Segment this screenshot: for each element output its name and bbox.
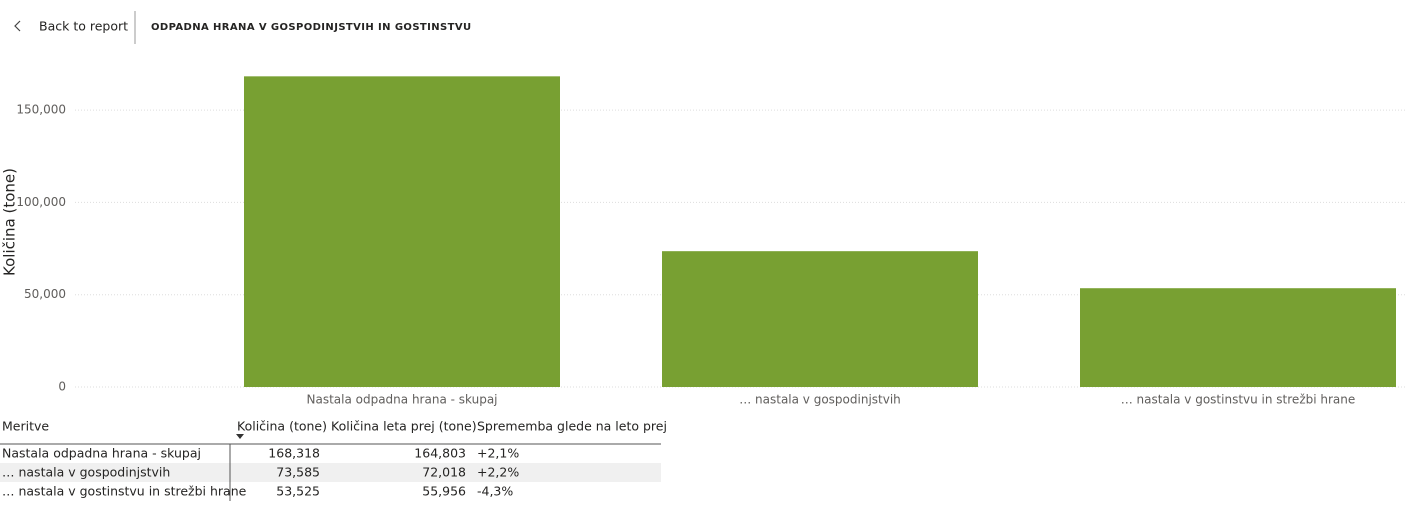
table-cell: Nastala odpadna hrana - skupaj [2, 446, 201, 461]
chart: 0 50,000 100,000 150,000 Nastala odpadna hra… [16, 76, 1405, 407]
y-tick-label: 50,000 [24, 287, 66, 301]
back-icon[interactable] [14, 20, 21, 32]
y-tick-label: 150,000 [16, 103, 66, 117]
column-header: Sprememba glede na leto prej [477, 419, 667, 434]
table-cell: 168,318 [268, 446, 320, 461]
x-tick-label: Nastala odpadna hrana - skupaj [306, 393, 497, 407]
y-axis-label: Količina (tone) [1, 168, 19, 276]
sort-indicator[interactable] [236, 434, 244, 439]
table-cell: 53,525 [276, 484, 320, 499]
y-tick-label: 100,000 [16, 195, 66, 209]
table-cell: … nastala v gostinstvu in strežbi hrane [2, 484, 247, 499]
y-tick-label: 0 [58, 380, 66, 394]
column-header: Količina leta prej (tone) [331, 419, 477, 434]
table-cell: 73,585 [276, 465, 320, 480]
back-button[interactable]: Back to report [39, 19, 128, 34]
table: Meritve Količina (tone) Količina leta prej… [0, 419, 667, 501]
page-title: ODPADNA HRANA V GOSPODINJSTVIH IN GOSTIN… [151, 22, 472, 33]
table-cell: … nastala v gospodinjstvih [2, 465, 170, 480]
table-cell: 55,956 [422, 484, 466, 499]
x-tick-label: … nastala v gostinstvu in strežbi hrane [1121, 393, 1356, 407]
table-cell: +2,1% [477, 446, 519, 461]
table-cell: 164,803 [414, 446, 466, 461]
table-cell: -4,3% [477, 484, 513, 499]
table-cell: +2,2% [477, 465, 519, 480]
bar [662, 251, 978, 387]
x-tick-label: … nastala v gospodinjstvih [739, 393, 901, 407]
row-stripe [0, 463, 661, 482]
column-header: Količina (tone) [237, 419, 327, 434]
table-cell: 72,018 [422, 465, 466, 480]
column-header: Meritve [2, 419, 49, 434]
bar [244, 76, 560, 387]
bar [1080, 288, 1396, 387]
